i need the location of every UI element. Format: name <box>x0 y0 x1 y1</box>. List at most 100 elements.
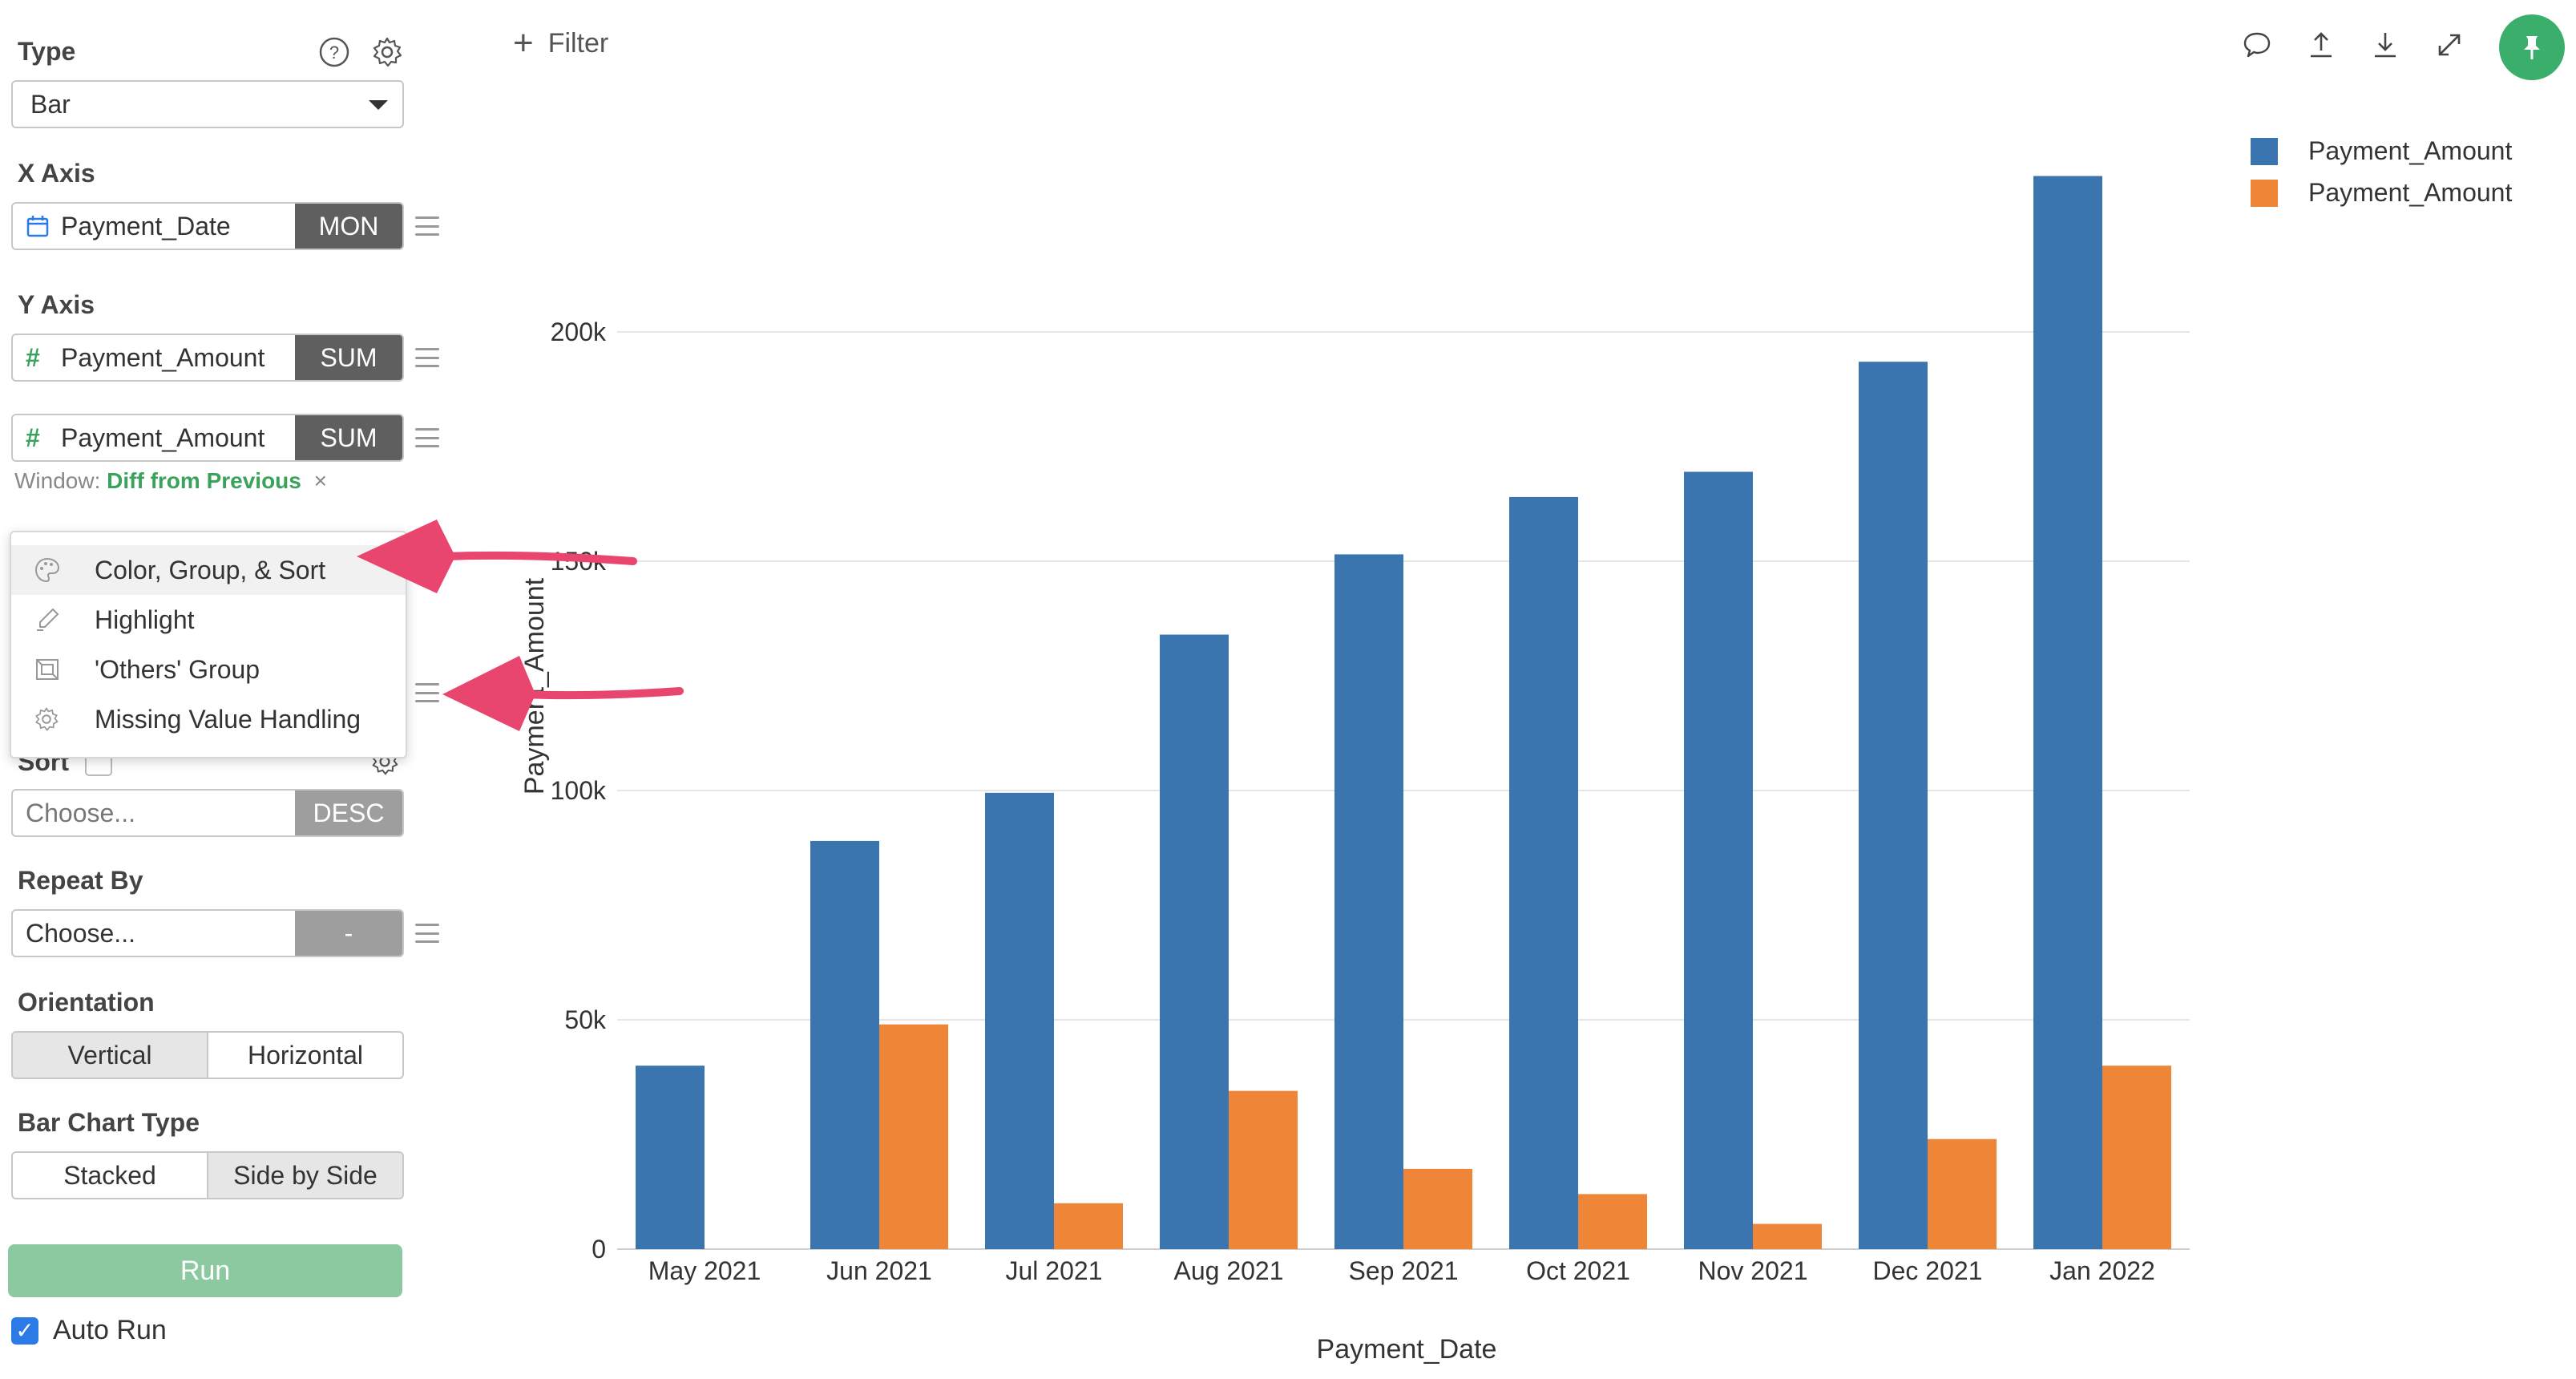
bar-chart-type-label: Bar Chart Type <box>18 1108 200 1137</box>
download-icon[interactable] <box>2369 29 2401 61</box>
expand-icon[interactable] <box>2433 29 2465 61</box>
x-field-name: Payment_Date <box>61 211 231 241</box>
color-options-menu: Color, Group, & Sort Highlight 'Others' … <box>10 531 407 758</box>
bar-series-1[interactable] <box>985 792 1054 1249</box>
repeat-menu-icon[interactable] <box>415 924 439 943</box>
y-tick-label: 0 <box>592 1235 606 1264</box>
bar-series-2[interactable] <box>879 1024 948 1249</box>
bar-series-2[interactable] <box>1753 1223 1822 1249</box>
menu-item-highlight[interactable]: Highlight <box>11 595 406 645</box>
bar-series-1[interactable] <box>1859 362 1928 1250</box>
x-axis-menu-icon[interactable] <box>415 216 439 236</box>
gear-icon <box>34 706 66 733</box>
y-axis-field-1[interactable]: # Payment_Amount SUM <box>11 334 404 382</box>
window-remove-icon[interactable]: × <box>313 468 327 493</box>
legend-item-series-2[interactable]: Payment_Amount <box>2251 178 2512 208</box>
comment-icon[interactable] <box>2241 29 2273 61</box>
highlighter-icon <box>34 606 66 633</box>
others-group-icon <box>34 656 66 683</box>
help-icon[interactable]: ? <box>317 35 351 69</box>
type-label: Type <box>18 37 76 66</box>
chart-type-value: Bar <box>30 89 71 119</box>
sort-direction-button[interactable]: DESC <box>295 791 402 835</box>
orientation-horizontal[interactable]: Horizontal <box>207 1033 402 1078</box>
sort-placeholder: Choose... <box>26 798 135 827</box>
bar-series-1[interactable] <box>1509 496 1578 1249</box>
window-calculation: Window: Diff from Previous × <box>14 468 327 494</box>
number-icon: # <box>26 423 40 452</box>
repeat-by-field[interactable]: Choose... - <box>11 909 404 957</box>
bar-series-2[interactable] <box>1928 1138 1997 1249</box>
menu-label: Missing Value Handling <box>95 704 361 734</box>
x-agg-button[interactable]: MON <box>295 204 402 249</box>
orientation-toggle[interactable]: Vertical Horizontal <box>11 1031 404 1079</box>
x-tick-label: Dec 2021 <box>1873 1256 1983 1285</box>
chart-type-select[interactable]: Bar <box>11 80 404 128</box>
bar-series-2[interactable] <box>2102 1066 2171 1249</box>
repeat-by-label: Repeat By <box>18 866 143 895</box>
menu-label: 'Others' Group <box>95 654 260 684</box>
x-axis-field[interactable]: Payment_Date MON <box>11 202 404 250</box>
calendar-icon <box>26 214 61 238</box>
legend-item-series-1[interactable]: Payment_Amount <box>2251 136 2512 166</box>
legend-swatch <box>2251 179 2278 207</box>
orientation-vertical[interactable]: Vertical <box>13 1033 207 1078</box>
bar-series-1[interactable] <box>636 1066 705 1249</box>
x-tick-label: Jan 2022 <box>2049 1256 2155 1285</box>
y-tick-label: 50k <box>564 1005 607 1034</box>
x-tick-label: Jul 2021 <box>1006 1256 1103 1285</box>
palette-icon <box>34 556 66 584</box>
window-prefix: Window: <box>14 468 101 493</box>
legend-swatch <box>2251 137 2278 165</box>
gear-icon[interactable] <box>370 35 404 69</box>
y1-agg-button[interactable]: SUM <box>295 335 402 380</box>
repeat-agg-button[interactable]: - <box>295 911 402 956</box>
bar-type-side-by-side[interactable]: Side by Side <box>207 1153 402 1198</box>
menu-label: Color, Group, & Sort <box>95 555 326 584</box>
window-value[interactable]: Diff from Previous <box>107 468 301 493</box>
bar-series-2[interactable] <box>1054 1203 1123 1249</box>
menu-item-color-group-sort[interactable]: Color, Group, & Sort <box>11 545 406 595</box>
auto-run-label: Auto Run <box>53 1315 167 1345</box>
menu-item-missing-value[interactable]: Missing Value Handling <box>11 694 406 744</box>
auto-run-checkbox[interactable]: ✓ <box>11 1316 38 1345</box>
y-axis-label: Y Axis <box>18 290 95 319</box>
y-axis-2-menu-icon[interactable] <box>415 428 439 447</box>
x-tick-label: May 2021 <box>648 1256 761 1285</box>
menu-label: Highlight <box>95 605 195 634</box>
color-menu-icon[interactable] <box>415 683 439 702</box>
upload-icon[interactable] <box>2305 29 2337 61</box>
repeat-placeholder: Choose... <box>26 918 135 948</box>
bar-series-1[interactable] <box>810 840 879 1249</box>
menu-item-others-group[interactable]: 'Others' Group <box>11 645 406 694</box>
bar-type-toggle[interactable]: Stacked Side by Side <box>11 1151 404 1199</box>
number-icon: # <box>26 342 40 372</box>
sort-field[interactable]: Choose... DESC <box>11 789 404 837</box>
bar-series-2[interactable] <box>1578 1194 1647 1249</box>
y-axis-field-2[interactable]: # Payment_Amount SUM <box>11 414 404 462</box>
y-axis-1-menu-icon[interactable] <box>415 348 439 367</box>
run-button[interactable]: Run <box>8 1244 402 1297</box>
bar-series-1[interactable] <box>2033 176 2102 1249</box>
bar-series-1[interactable] <box>1334 554 1403 1249</box>
y2-agg-button[interactable]: SUM <box>295 415 402 460</box>
chart-config-panel: Type ? Bar X Axis Payment_Date MON Y Axi… <box>0 0 449 1379</box>
filter-label: Filter <box>547 27 609 59</box>
annotation-arrow <box>357 520 637 593</box>
bar-series-2[interactable] <box>1229 1090 1298 1249</box>
x-axis-title: Payment_Date <box>1317 1334 1497 1365</box>
pin-icon <box>2524 36 2540 59</box>
bar-series-1[interactable] <box>1684 471 1753 1249</box>
svg-text:?: ? <box>329 42 339 63</box>
bar-series-2[interactable] <box>1403 1168 1472 1249</box>
filter-button[interactable]: + Filter <box>513 26 608 61</box>
x-axis-label: X Axis <box>18 159 95 188</box>
x-tick-label: Sep 2021 <box>1348 1256 1458 1285</box>
bar-series-1[interactable] <box>1160 634 1229 1249</box>
bar-type-stacked[interactable]: Stacked <box>63 1160 156 1190</box>
chevron-down-icon <box>369 100 388 110</box>
pin-button[interactable] <box>2499 14 2565 80</box>
x-tick-label: Jun 2021 <box>826 1256 932 1285</box>
auto-run-row[interactable]: ✓ Auto Run <box>11 1315 167 1346</box>
